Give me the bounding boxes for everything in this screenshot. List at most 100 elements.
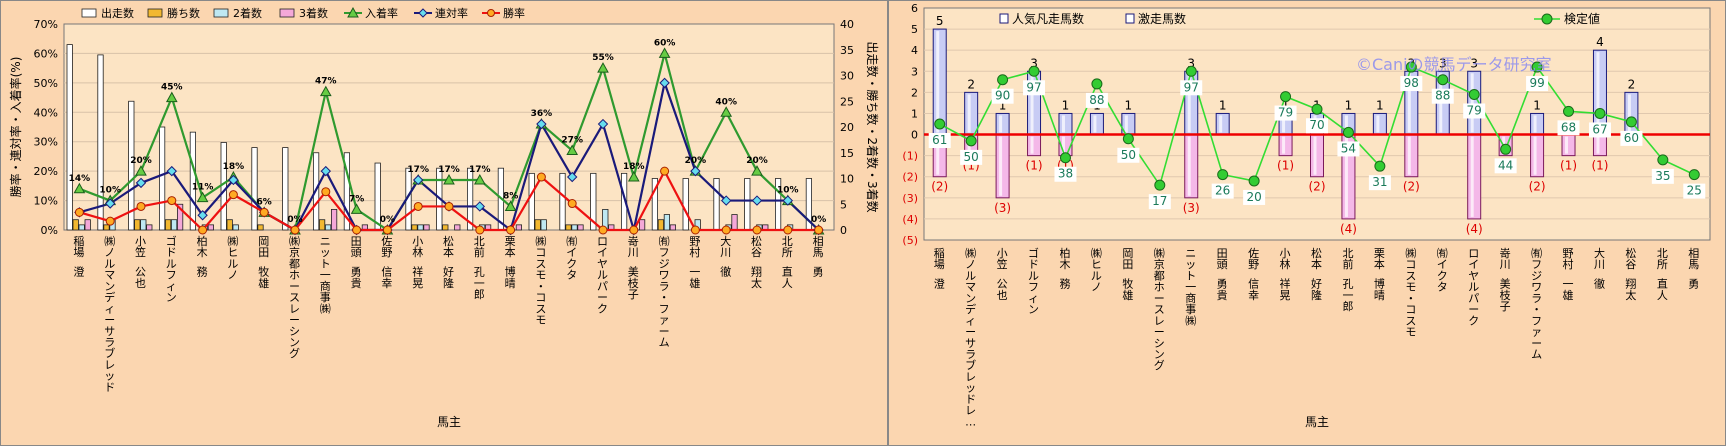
data-label: 55%	[592, 53, 614, 63]
x-tick-label: ㈲イクタ	[566, 235, 577, 282]
value-label-box	[1368, 175, 1391, 191]
point-勝率	[536, 172, 546, 182]
point-連対率	[782, 195, 794, 206]
bar-出走数	[251, 147, 258, 231]
x-tick-label: ㈱ヒルノ	[1091, 247, 1102, 294]
x-tick-label: 大川 徹	[1594, 246, 1605, 291]
legend-label: 激走馬数	[1138, 11, 1186, 26]
point-入着率	[443, 173, 455, 185]
x-tick-label: ロイヤルパーク	[1468, 247, 1479, 327]
point-検定値	[1374, 160, 1386, 172]
legend-label: 3着数	[299, 6, 328, 20]
point-勝率	[259, 207, 269, 217]
x-tick-label: ㈱京都ホースレーシング	[289, 235, 300, 360]
bar-highlight	[936, 31, 940, 133]
x-tick-label: ㈱ノルマンディーサラブレッド	[104, 235, 115, 394]
point-勝率	[382, 225, 392, 235]
point-入着率	[473, 173, 486, 185]
y-right-tick-label: 35	[840, 44, 854, 57]
y-left-axis-title: 勝率・連対率・入着率(%)	[8, 57, 23, 198]
x-tick-label: ㈲イクタ	[1437, 247, 1448, 294]
data-label: 6%	[257, 197, 272, 207]
legend-marker	[487, 9, 495, 17]
point-連対率	[474, 201, 486, 212]
bar-出走数	[651, 178, 659, 231]
value-label-box	[1526, 76, 1549, 92]
bar-激走馬数	[995, 134, 1010, 199]
bar-value-label: 1	[1345, 98, 1353, 112]
line-value-label: 31	[1372, 175, 1387, 189]
legend-label: 入着率	[365, 6, 398, 20]
x-tick-label: 相馬 勇	[813, 235, 824, 279]
y-right-tick-label: 5	[840, 198, 847, 211]
value-label-box	[1651, 168, 1674, 184]
point-連対率	[597, 118, 609, 130]
y-left-tick-label: 50%	[34, 77, 58, 90]
x-tick-label: 北前 孔一郎	[474, 235, 485, 301]
value-label-box	[960, 149, 983, 165]
point-連対率	[135, 177, 147, 189]
value-label-box	[991, 88, 1014, 104]
bar-highlight	[1282, 115, 1286, 133]
x-tick-label: 田頭 勇貴	[351, 235, 362, 290]
bar-勝ち数	[534, 219, 541, 231]
bar-激走馬数	[1561, 134, 1576, 157]
data-label: 14%	[69, 174, 91, 184]
x-tick-label: 大川 徹	[720, 234, 731, 279]
bar-人気凡走馬数	[1089, 112, 1104, 136]
bar-highlight	[967, 94, 971, 133]
value-label-box	[1431, 88, 1454, 104]
bar-2着数	[232, 224, 239, 231]
line-value-label: 54	[1341, 141, 1356, 155]
point-入着率	[504, 200, 517, 211]
y-tick-label: 2	[911, 86, 918, 99]
bar-3着数	[207, 224, 214, 231]
x-axis-title: 馬主	[437, 415, 461, 429]
bar-value-label: 1	[1062, 98, 1070, 112]
legend-swatch	[999, 13, 1009, 24]
x-tick-label: ㈲フジワラ・ファーム	[659, 235, 670, 349]
line-value-label: 90	[995, 89, 1010, 103]
value-label-box	[1494, 158, 1517, 174]
bar-激走馬数	[1467, 134, 1482, 220]
x-tick-label: 岡田 牧雄	[1122, 247, 1133, 302]
point-勝率	[198, 225, 208, 235]
bar-value-label: 1	[1376, 98, 1384, 112]
line-value-label: 67	[1592, 122, 1607, 136]
x-tick-label: 小笠 公也	[135, 235, 146, 290]
line-value-label: 50	[964, 150, 979, 164]
point-勝率	[105, 216, 115, 226]
bar-出走数	[189, 131, 196, 231]
y-right-tick-label: 10	[840, 173, 854, 186]
bar-勝ち数	[318, 219, 326, 231]
bar-highlight	[1627, 94, 1631, 133]
x-tick-label: 野村 一雄	[1563, 247, 1574, 302]
y-tick-label: (2)	[902, 171, 918, 184]
bar-勝ち数	[164, 219, 172, 231]
bar-出走数	[466, 167, 474, 231]
legend-swatch	[213, 8, 229, 18]
point-連対率	[104, 198, 116, 209]
line-value-label: 35	[1655, 169, 1670, 183]
point-入着率	[597, 62, 609, 73]
point-勝率	[444, 201, 454, 211]
point-勝率	[814, 225, 824, 235]
bar-出走数	[66, 44, 73, 231]
line-value-label: 68	[1561, 120, 1576, 134]
bar-value-label: (1)	[1591, 159, 1608, 173]
line-value-label: 60	[1624, 131, 1639, 145]
point-検定値	[1122, 133, 1134, 145]
line-value-label: 97	[1026, 80, 1041, 94]
data-label: 17%	[469, 165, 491, 175]
bar-highlight	[1565, 136, 1569, 154]
line-value-label: 70	[1309, 118, 1324, 132]
y-left-tick-label: 0%	[41, 224, 58, 237]
legend-label: 出走数	[101, 6, 134, 20]
value-label-box	[1117, 147, 1140, 163]
legend-swatch	[81, 8, 97, 18]
bar-highlight	[1533, 136, 1537, 175]
y-right-tick-label: 15	[840, 147, 854, 160]
point-勝率	[290, 225, 300, 235]
bar-激走馬数	[1530, 134, 1545, 178]
data-label: 36%	[531, 109, 553, 119]
